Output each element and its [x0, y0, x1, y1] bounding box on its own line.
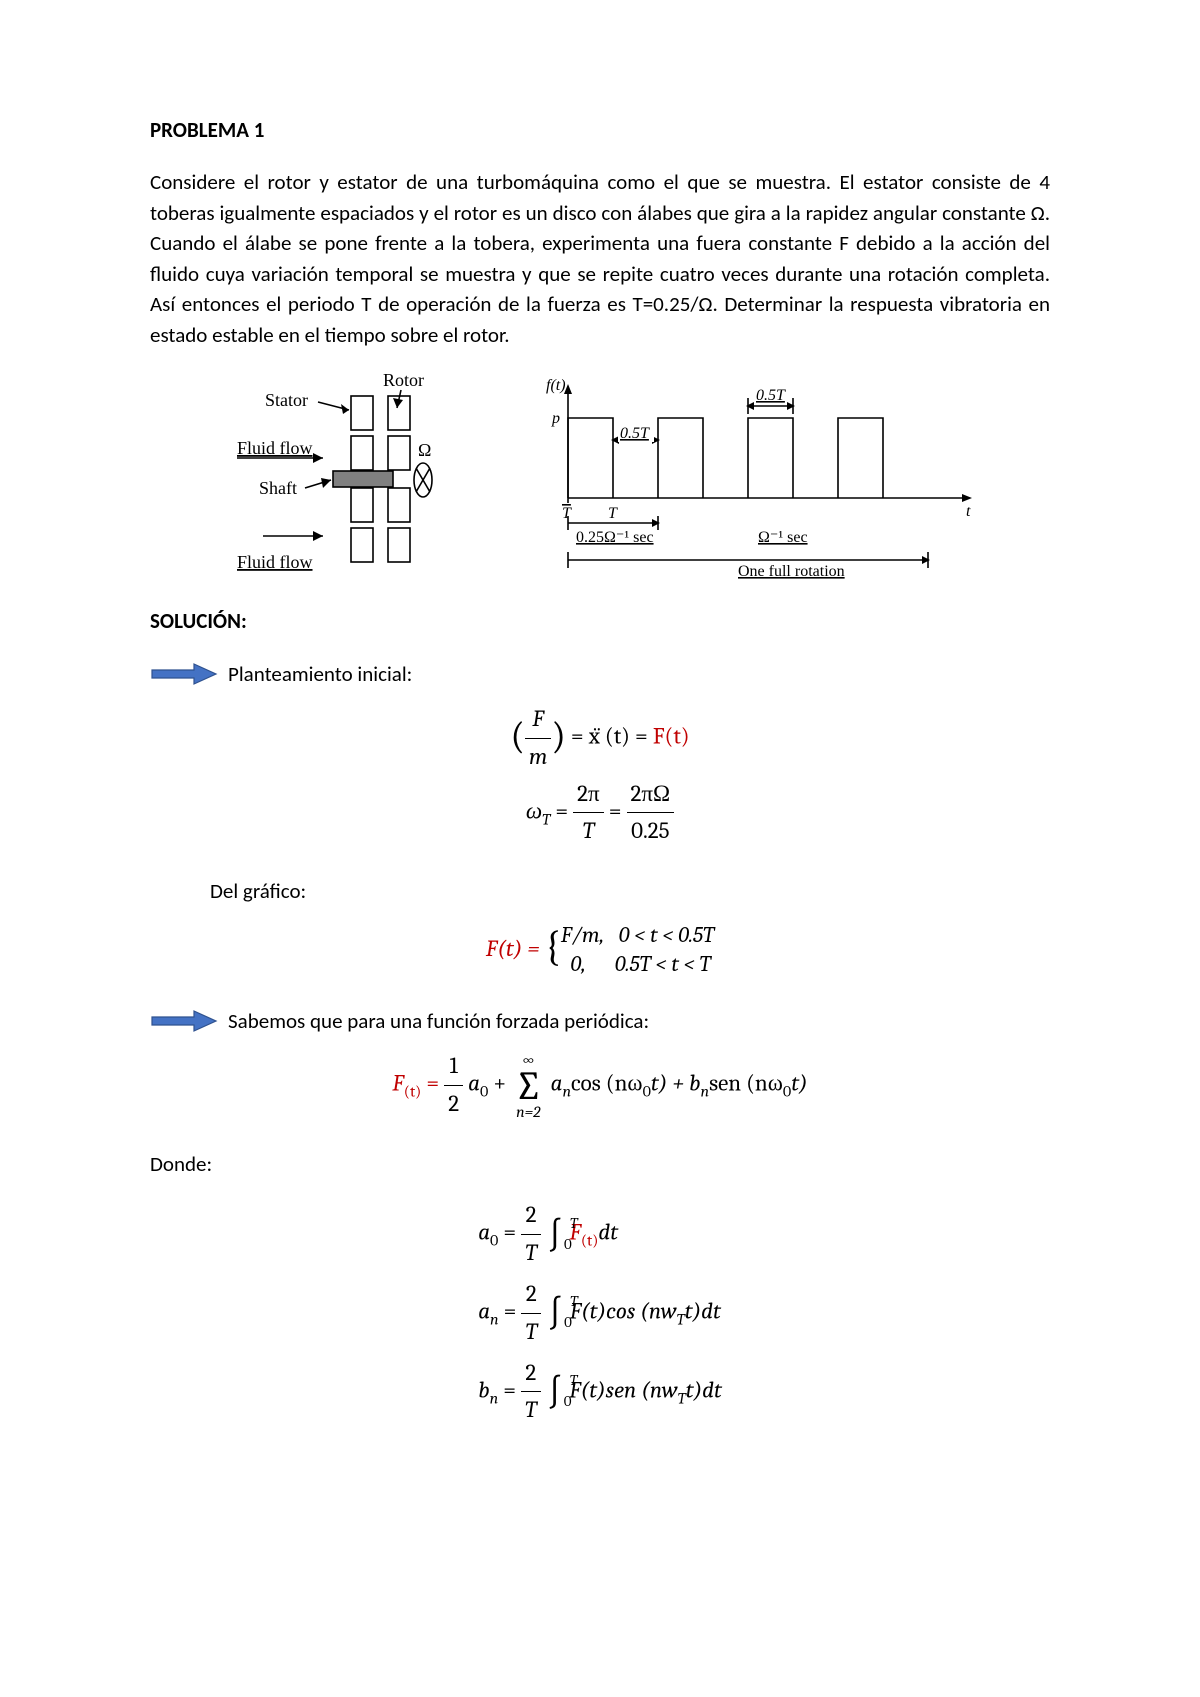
- equation-coefficients: a0 = 2T T∫0 F(t)dt an = 2T T∫0 F(t)cos (…: [150, 1193, 1050, 1433]
- arrow-icon: [150, 1010, 218, 1032]
- sum-bot: n=2: [514, 1104, 542, 1120]
- fourier-sen: sen (nω: [709, 1070, 783, 1097]
- fourier-lhs: F: [392, 1070, 403, 1097]
- donde-label: Donde:: [150, 1149, 1050, 1179]
- eq1-den: m: [525, 739, 551, 776]
- eq2-lhs: ω: [526, 797, 542, 824]
- a0-T: T: [521, 1235, 541, 1272]
- fourier-an: a: [551, 1070, 563, 1097]
- an-lhs: a: [478, 1298, 490, 1325]
- problem-statement: Considere el rotor y estator de una turb…: [150, 167, 1050, 350]
- fourier-lhs-sub: (t): [404, 1084, 422, 1102]
- fourier-a0-sub: 0: [480, 1084, 488, 1102]
- an-int-sub: T: [677, 1311, 685, 1329]
- step-1-text: Planteamiento inicial:: [228, 659, 412, 689]
- shaft-label: Shaft: [259, 478, 297, 498]
- omega-sec-label: Ω⁻¹ sec: [758, 529, 808, 546]
- eq2-lhs-sub: T: [542, 811, 550, 829]
- eq2-f2-num: 2πΩ: [627, 776, 675, 814]
- eq1-num: F: [525, 701, 551, 739]
- del-grafico-label: Del gráfico:: [210, 876, 1050, 906]
- fourier-w0-sub: 0: [643, 1084, 651, 1102]
- eq1-mid: = ẍ (t) =: [566, 723, 653, 750]
- step-2-text: Sabemos que para una función forzada per…: [228, 1006, 649, 1036]
- fourier-sen-tail: t): [791, 1070, 807, 1097]
- fourier-plus: +: [493, 1070, 511, 1097]
- problem-title: PROBLEMA 1: [150, 115, 1050, 145]
- fourier-a0: a: [468, 1070, 480, 1097]
- equation-fourier: F(t) = 12 a0 + ∞ ∑ n=2 ancos (nω0t) + bn…: [150, 1048, 1050, 1123]
- bn-T: T: [521, 1392, 541, 1429]
- step-2-row: Sabemos que para una función forzada per…: [150, 1006, 1050, 1036]
- bn-int-sub: T: [678, 1390, 686, 1408]
- bn-int: F(t)sen (nw: [569, 1376, 677, 1403]
- a0-sub: 0: [490, 1233, 498, 1251]
- fourier-bn-sub: n: [701, 1084, 710, 1102]
- t-axis-label: t: [966, 503, 971, 520]
- step-1-row: Planteamiento inicial:: [150, 659, 1050, 689]
- period-sec-label: 0.25Ω⁻¹ sec: [576, 529, 654, 546]
- solution-heading: SOLUCIÓN:: [150, 606, 1050, 636]
- bn-sub: n: [490, 1390, 499, 1408]
- fourier-cos-tail: t) + b: [651, 1070, 701, 1097]
- T-period-label: T: [608, 505, 618, 522]
- halfT-label-inner: 0.5T: [620, 425, 650, 442]
- rotor-label: Rotor: [383, 370, 424, 390]
- integral-bn: T∫0: [548, 1375, 562, 1409]
- integral-an: T∫0: [548, 1296, 562, 1330]
- an-T: T: [521, 1314, 541, 1351]
- fourier-w0-sub-2: 0: [783, 1084, 791, 1102]
- an-2: 2: [521, 1276, 541, 1314]
- ft-axis-label: f(t): [546, 377, 566, 394]
- figures-row: Ω Stator Rotor Fluid flow Shaft Fluid fl…: [150, 368, 1050, 588]
- fluid-flow-label-1: Fluid flow: [237, 438, 313, 458]
- an-int-tail: t)dt: [685, 1298, 721, 1325]
- p-label: p: [551, 410, 560, 427]
- integral-a0: T∫0: [548, 1218, 562, 1252]
- pc-line2: 0, 0.5T < t < T: [561, 951, 711, 977]
- an-sub: n: [490, 1311, 499, 1329]
- eq2-f1-den: T: [573, 813, 603, 850]
- a0-int-post: dt: [598, 1219, 618, 1246]
- sum-symbol: ∞ ∑ n=2: [514, 1052, 542, 1120]
- fluid-flow-label-2: Fluid flow: [237, 552, 313, 572]
- arrow-icon: [150, 663, 218, 685]
- eq2-f2-den: 0.25: [627, 813, 675, 850]
- a0-int-ftsub: (t): [581, 1233, 599, 1251]
- equation-block-1: (Fm) = ẍ (t) = F(t) ωT = 2πT = 2πΩ0.25: [150, 701, 1050, 850]
- eq2-f1-num: 2π: [573, 776, 603, 814]
- fourier-half-den: 2: [444, 1086, 463, 1123]
- pc-line1: F/m, 0 < t < 0.5T: [561, 922, 714, 948]
- figure-turbomachine: Ω Stator Rotor Fluid flow Shaft Fluid fl…: [223, 368, 528, 588]
- eq1-rhs: F(t): [653, 723, 690, 750]
- piecewise-lhs: F(t) =: [486, 935, 545, 962]
- omega-label: Ω: [418, 440, 431, 460]
- bn-lhs: b: [478, 1376, 489, 1403]
- a0-2: 2: [521, 1197, 541, 1235]
- page: PROBLEMA 1 Considere el rotor y estator …: [0, 0, 1200, 1697]
- stator-label: Stator: [265, 390, 308, 410]
- fourier-an-sub: n: [562, 1084, 571, 1102]
- figure-forcing-plot: f(t) t p T: [528, 368, 978, 588]
- bn-int-tail: t)dt: [686, 1376, 722, 1403]
- fourier-cos: cos (nω: [571, 1070, 643, 1097]
- fourier-half-num: 1: [444, 1048, 463, 1086]
- an-int: F(t)cos (nw: [570, 1298, 677, 1325]
- halfT-label-top: 0.5T: [756, 387, 786, 404]
- a0-lhs: a: [478, 1219, 490, 1246]
- t-origin-label: T: [562, 505, 572, 522]
- bn-2: 2: [521, 1355, 541, 1393]
- equation-piecewise: F(t) = {F/m, 0 < t < 0.5T 0, 0.5T < t < …: [150, 921, 1050, 980]
- full-rotation-label: One full rotation: [738, 563, 845, 580]
